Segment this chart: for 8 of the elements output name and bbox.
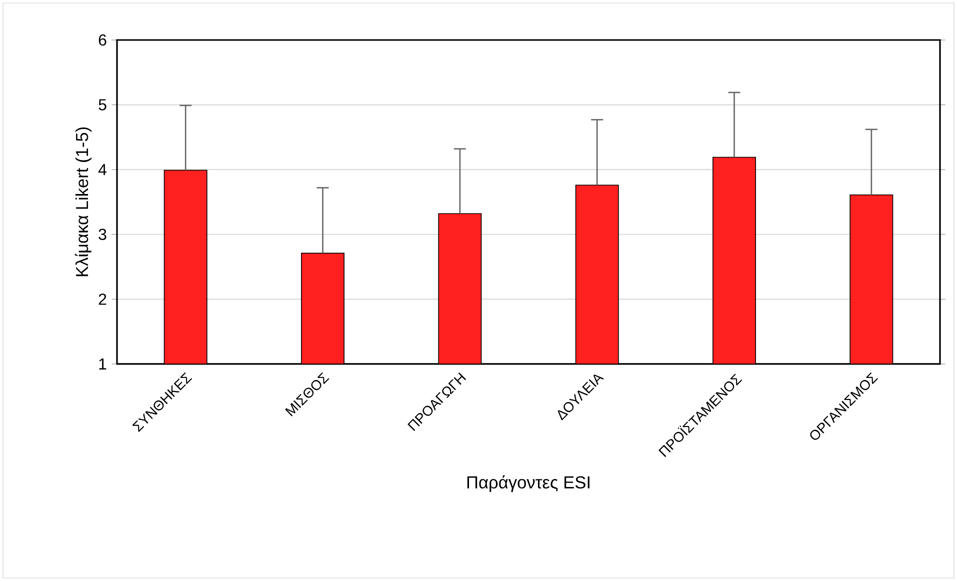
- y-tick-label: 2: [98, 294, 106, 305]
- y-tick-label: 6: [98, 34, 106, 46]
- y-axis-title: Κλίμακα Likert (1-5): [74, 128, 92, 276]
- y-tick-label: 1: [99, 358, 106, 370]
- y-tick-label: 4: [98, 164, 106, 176]
- y-tick-label: 5: [98, 99, 106, 110]
- y-tick-label: 3: [98, 228, 106, 240]
- x-axis-title: Παράγοντες ESI: [467, 475, 590, 492]
